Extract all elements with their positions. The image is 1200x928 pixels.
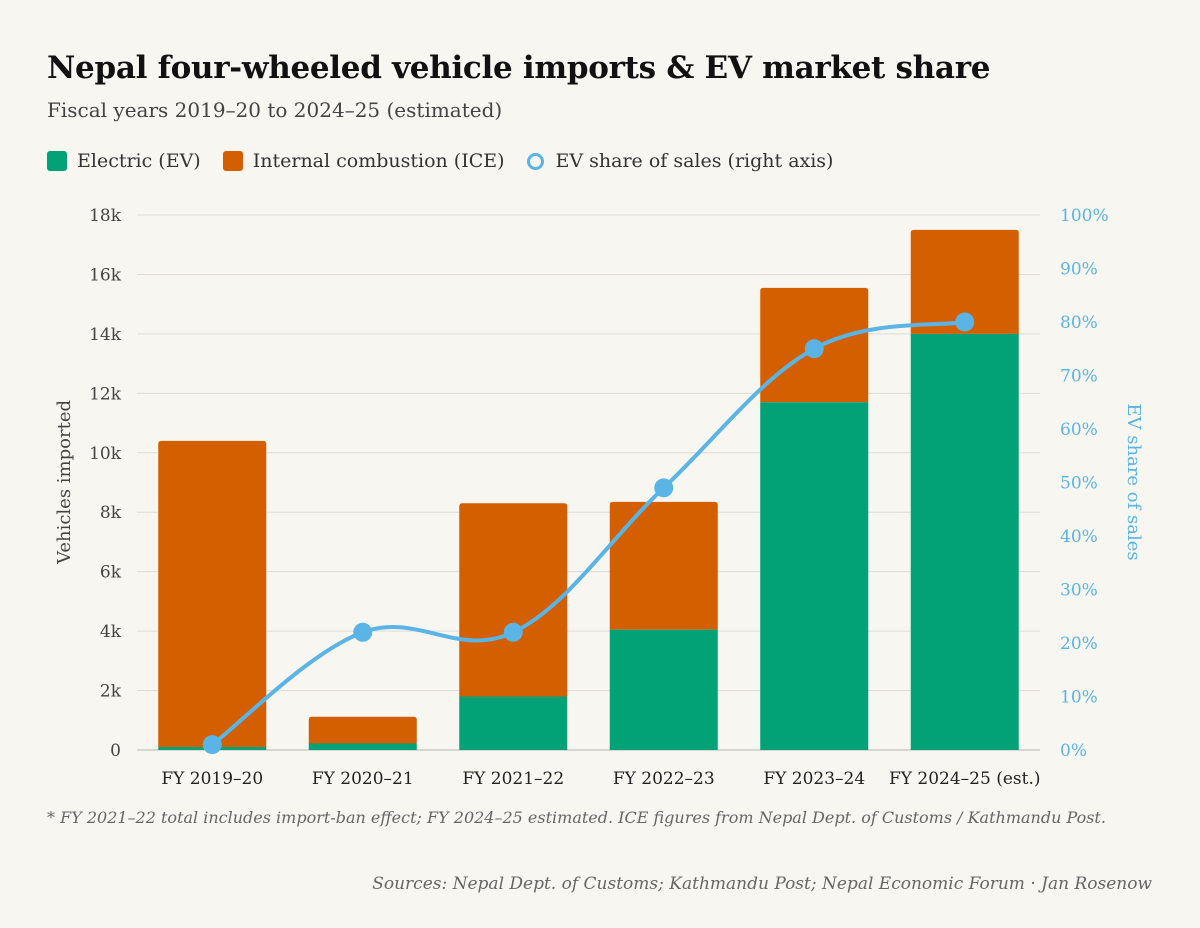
y-tick-label: 18k <box>89 206 122 226</box>
legend-swatch-ev <box>47 151 67 171</box>
legend-marker-share <box>526 152 544 170</box>
chart-title: Nepal four-wheeled vehicle imports & EV … <box>47 50 991 86</box>
x-tick-label: FY 2020–21 <box>312 769 414 789</box>
y-tick-label: 14k <box>89 325 122 345</box>
y-tick-label: 8k <box>100 503 122 523</box>
bar-ev <box>308 743 417 750</box>
bars <box>158 229 1019 750</box>
x-tick-label: FY 2024–25 (est.) <box>889 769 1041 789</box>
x-tick-label: FY 2021–22 <box>462 769 564 789</box>
y2-tick-label: 60% <box>1060 420 1098 440</box>
ev-share-point <box>503 622 523 642</box>
legend-swatch-ice <box>222 151 243 171</box>
source-credit: Sources: Nepal Dept. of Customs; Kathman… <box>372 874 1152 894</box>
y2-tick-label: 40% <box>1060 527 1098 547</box>
footnote: * FY 2021–22 total includes import-ban e… <box>47 808 1106 827</box>
x-tick-label: FY 2022–23 <box>613 769 715 789</box>
y2-tick-label: 90% <box>1060 260 1098 280</box>
legend-item-share: EV share of sales (right axis) <box>526 150 834 172</box>
chart-subtitle: Fiscal years 2019–20 to 2024–25 (estimat… <box>47 98 503 122</box>
bar-ice <box>308 716 417 744</box>
y-tick-label: 16k <box>89 265 122 285</box>
y-tick-label: 10k <box>89 444 122 464</box>
bar-ice <box>910 229 1019 334</box>
x-tick-label: FY 2019–20 <box>161 769 263 789</box>
bar-ev <box>459 696 568 750</box>
y2-tick-label: 0% <box>1060 741 1087 761</box>
ev-share-point <box>353 622 373 642</box>
y2-tick-label: 100% <box>1060 206 1109 226</box>
bar-ice <box>158 440 267 748</box>
y-tick-label: 4k <box>100 622 122 642</box>
y-axis-right: 0% 10% 20% 30% 40% 50% 60% 70% 80% 90% 100% <box>1060 206 1109 761</box>
legend-label-share: EV share of sales (right axis) <box>555 150 834 172</box>
y-tick-label: 0 <box>110 741 121 761</box>
bar-ice <box>459 503 568 697</box>
bar-ev <box>760 402 869 750</box>
y2-tick-label: 50% <box>1060 474 1098 494</box>
y2-tick-label: 20% <box>1060 634 1098 654</box>
legend-item-ice: Internal combustion (ICE) <box>222 150 505 172</box>
y-tick-label: 6k <box>100 563 122 583</box>
bar-ice <box>609 501 718 630</box>
grid-lines <box>137 214 1040 751</box>
y2-tick-label: 30% <box>1060 581 1098 601</box>
bar-ev <box>609 629 718 750</box>
y2-tick-label: 80% <box>1060 313 1098 333</box>
y2-axis-label: EV share of sales <box>1123 403 1144 560</box>
y-tick-label: 2k <box>100 682 122 702</box>
ev-share-point <box>804 339 824 359</box>
y-axis-left: 0 2k 4k 6k 8k 10k 12k 14k 16k 18k <box>89 206 122 761</box>
ev-share-point <box>955 312 975 332</box>
x-axis: FY 2019–20 FY 2020–21 FY 2021–22 FY 2022–23… <box>161 769 1040 789</box>
legend-item-ev: Electric (EV) <box>47 150 201 172</box>
y-tick-label: 12k <box>89 384 122 404</box>
ev-share-point <box>654 478 674 498</box>
bar-ev <box>910 333 1019 750</box>
legend: Electric (EV) Internal combustion (ICE) … <box>47 150 855 172</box>
x-tick-label: FY 2023–24 <box>763 769 865 789</box>
ev-share-line <box>202 312 975 755</box>
legend-label-ice: Internal combustion (ICE) <box>252 150 505 172</box>
legend-label-ev: Electric (EV) <box>77 150 201 172</box>
y-axis-label: Vehicles imported <box>54 400 75 565</box>
y2-tick-label: 70% <box>1060 367 1098 387</box>
ev-share-point <box>202 735 222 755</box>
y2-tick-label: 10% <box>1060 688 1098 708</box>
